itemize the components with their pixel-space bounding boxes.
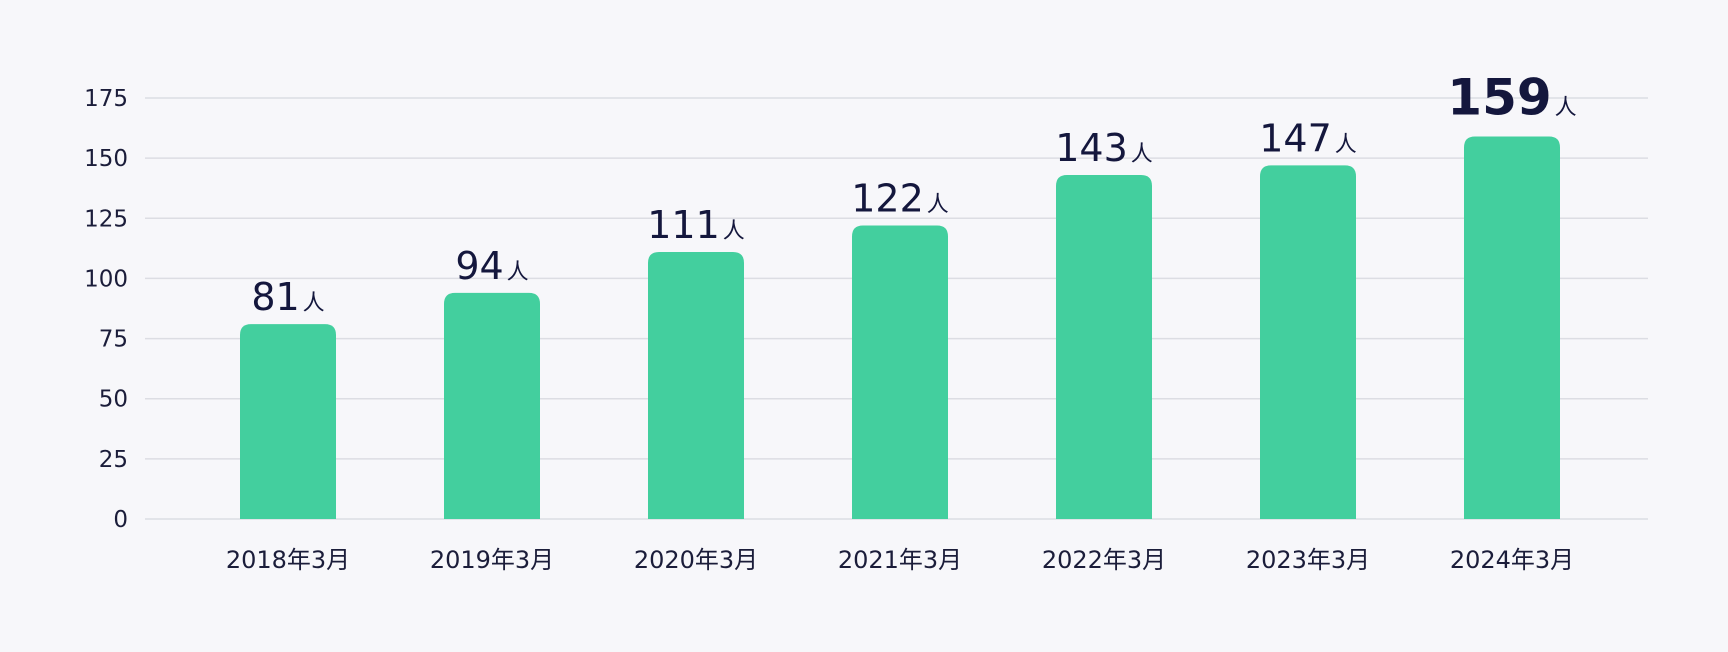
y-tick-label: 0 [113, 507, 128, 533]
y-tick-label: 100 [84, 266, 128, 292]
x-tick-label: 2018年3月 [226, 546, 350, 574]
bar [1260, 165, 1356, 520]
x-tick-label: 2022年3月 [1042, 546, 1166, 574]
x-tick-label: 2021年3月 [838, 546, 962, 574]
y-tick-label: 150 [84, 146, 128, 172]
y-tick-label: 25 [99, 447, 128, 473]
x-tick-label: 2020年3月 [634, 546, 758, 574]
x-tick-label: 2019年3月 [430, 546, 554, 574]
y-tick-label: 75 [99, 327, 128, 353]
data-label: 94 人 [455, 244, 528, 288]
bar [648, 251, 744, 520]
data-label: 81 人 [251, 275, 324, 319]
x-tick-label: 2024年3月 [1450, 546, 1574, 574]
bar [1464, 136, 1560, 519]
data-label: 147 人 [1259, 116, 1357, 160]
data-label: 143 人 [1055, 126, 1153, 170]
data-label: 122 人 [851, 177, 949, 221]
data-label: 159 人 [1447, 68, 1576, 126]
data-label: 111 人 [647, 203, 745, 247]
y-tick-label: 175 [84, 86, 128, 112]
bar [240, 324, 336, 519]
bar [852, 225, 948, 519]
y-tick-label: 125 [84, 206, 128, 232]
y-tick-label: 50 [99, 387, 128, 413]
x-tick-label: 2023年3月 [1246, 546, 1370, 574]
bar [444, 292, 540, 519]
bar [1056, 174, 1152, 520]
